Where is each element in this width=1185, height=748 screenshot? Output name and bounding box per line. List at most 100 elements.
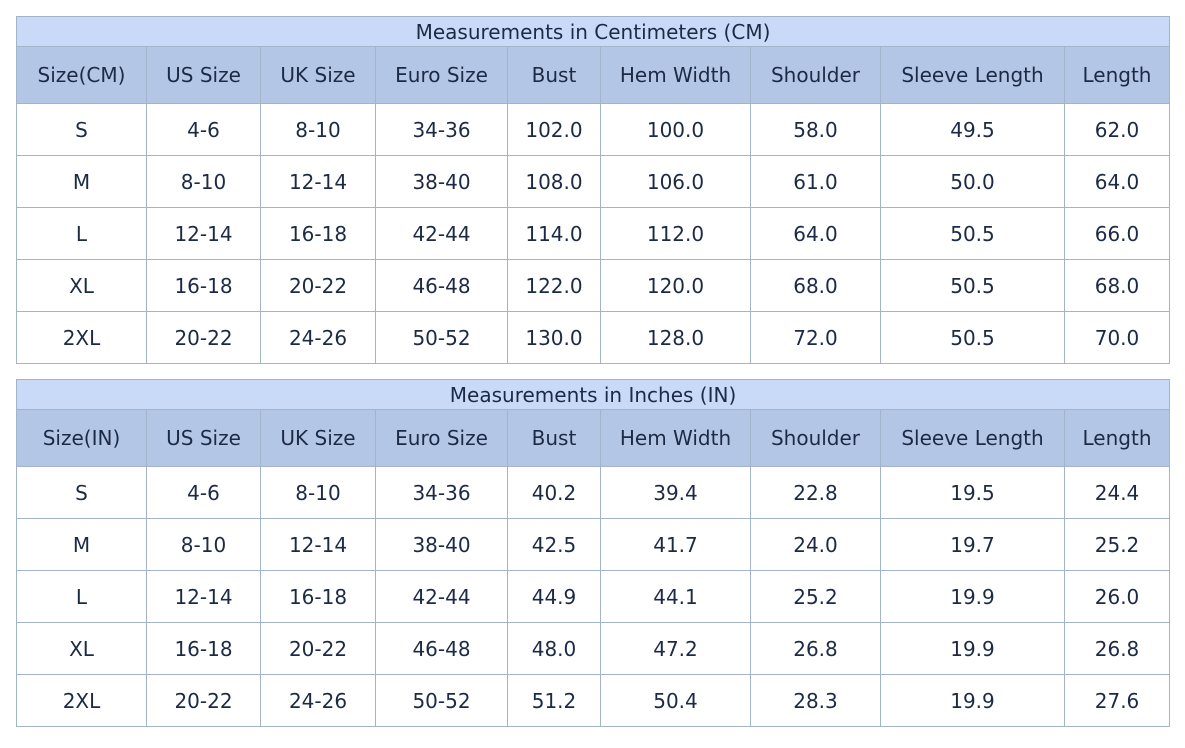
data-cell: 70.0 [1064,311,1170,364]
data-cell: 42.5 [507,518,601,571]
data-cell: 66.0 [1064,207,1170,260]
data-row: 2XL 20-22 24-26 50-52 130.0 128.0 72.0 50.5 70.0 [16,311,1170,364]
data-cell: XL [16,259,147,312]
data-cell: 12-14 [146,207,261,260]
header-cell: Length [1063,409,1171,467]
header-cell: Sleeve Length [880,409,1065,467]
data-cell: 24-26 [260,311,376,364]
data-cell: 12-14 [146,570,261,623]
data-row: XL 16-18 20-22 46-48 48.0 47.2 26.8 19.9 26.8 [16,622,1171,675]
data-cell: 20-22 [146,311,261,364]
data-cell: L [16,207,147,260]
data-cell: 114.0 [507,207,601,260]
data-cell: M [16,518,147,571]
data-cell: 25.2 [1063,518,1171,571]
data-row: S 4-6 8-10 34-36 102.0 100.0 58.0 49.5 62.0 [16,103,1170,156]
header-cell: US Size [146,409,261,467]
data-cell: 16-18 [260,207,376,260]
data-cell: 24.4 [1063,466,1171,519]
data-cell: 44.9 [507,570,601,623]
data-cell: 61.0 [750,155,881,208]
data-cell: 62.0 [1064,103,1170,156]
header-row: Size(CM) US Size UK Size Euro Size Bust Hem W… [16,46,1170,104]
data-cell: 108.0 [507,155,601,208]
data-cell: 64.0 [750,207,881,260]
header-cell: Length [1064,46,1170,104]
header-cell: Size(CM) [16,46,147,104]
size-table: Measurements in Centimeters (CM) Size(CM)… [16,16,1170,364]
data-cell: 128.0 [600,311,751,364]
data-cell: 20-22 [260,622,376,675]
data-cell: 49.5 [880,103,1065,156]
data-cell: 40.2 [507,466,601,519]
data-cell: 2XL [16,311,147,364]
header-cell: Euro Size [375,46,508,104]
data-cell: 24.0 [750,518,881,571]
data-cell: 16-18 [146,622,261,675]
data-cell: 102.0 [507,103,601,156]
data-cell: 100.0 [600,103,751,156]
data-cell: 112.0 [600,207,751,260]
data-cell: 12-14 [260,155,376,208]
data-cell: 4-6 [146,103,261,156]
data-cell: 26.8 [1063,622,1171,675]
data-cell: 46-48 [375,622,508,675]
data-cell: 26.8 [750,622,881,675]
data-cell: 72.0 [750,311,881,364]
header-cell: UK Size [260,46,376,104]
title-row: Measurements in Centimeters (CM) [16,16,1170,47]
data-cell: 50.5 [880,207,1065,260]
data-row: L 12-14 16-18 42-44 114.0 112.0 64.0 50.5 66.0 [16,207,1170,260]
data-cell: 22.8 [750,466,881,519]
header-cell: Bust [507,409,601,467]
header-cell: Shoulder [750,46,881,104]
data-cell: 8-10 [260,466,376,519]
header-cell: Size(IN) [16,409,147,467]
data-cell: 2XL [16,674,147,727]
data-cell: 130.0 [507,311,601,364]
data-cell: 58.0 [750,103,881,156]
data-cell: 8-10 [146,155,261,208]
in-table-wrap: Measurements in Inches (IN) Size(IN) US Si… [15,379,1171,727]
data-cell: 19.9 [880,622,1065,675]
data-cell: 39.4 [600,466,751,519]
data-cell: 44.1 [600,570,751,623]
data-cell: 27.6 [1063,674,1171,727]
data-cell: S [16,466,147,519]
data-cell: 42-44 [375,570,508,623]
data-cell: 16-18 [146,259,261,312]
data-cell: 8-10 [146,518,261,571]
data-cell: 50-52 [375,311,508,364]
data-cell: 64.0 [1064,155,1170,208]
data-cell: 24-26 [260,674,376,727]
data-row: S 4-6 8-10 34-36 40.2 39.4 22.8 19.5 24.4 [16,466,1171,519]
header-cell: Hem Width [600,409,751,467]
data-cell: 34-36 [375,466,508,519]
header-cell: Euro Size [375,409,508,467]
data-cell: 50.4 [600,674,751,727]
data-cell: 19.7 [880,518,1065,571]
data-cell: 20-22 [146,674,261,727]
data-cell: 47.2 [600,622,751,675]
data-row: 2XL 20-22 24-26 50-52 51.2 50.4 28.3 19.9 27.6 [16,674,1171,727]
size-table: Measurements in Inches (IN) Size(IN) US Si… [15,379,1171,727]
data-cell: 19.9 [880,674,1065,727]
data-cell: 50-52 [375,674,508,727]
data-cell: 120.0 [600,259,751,312]
data-cell: 68.0 [750,259,881,312]
header-cell: Bust [507,46,601,104]
data-row: L 12-14 16-18 42-44 44.9 44.1 25.2 19.9 26.0 [16,570,1171,623]
header-cell: US Size [146,46,261,104]
data-cell: 42-44 [375,207,508,260]
data-cell: 26.0 [1063,570,1171,623]
data-cell: L [16,570,147,623]
data-cell: 25.2 [750,570,881,623]
data-row: M 8-10 12-14 38-40 108.0 106.0 61.0 50.0 64.0 [16,155,1170,208]
data-cell: 19.5 [880,466,1065,519]
data-cell: 19.9 [880,570,1065,623]
data-cell: 8-10 [260,103,376,156]
data-cell: XL [16,622,147,675]
data-cell: 51.2 [507,674,601,727]
table-title: Measurements in Centimeters (CM) [16,16,1170,47]
